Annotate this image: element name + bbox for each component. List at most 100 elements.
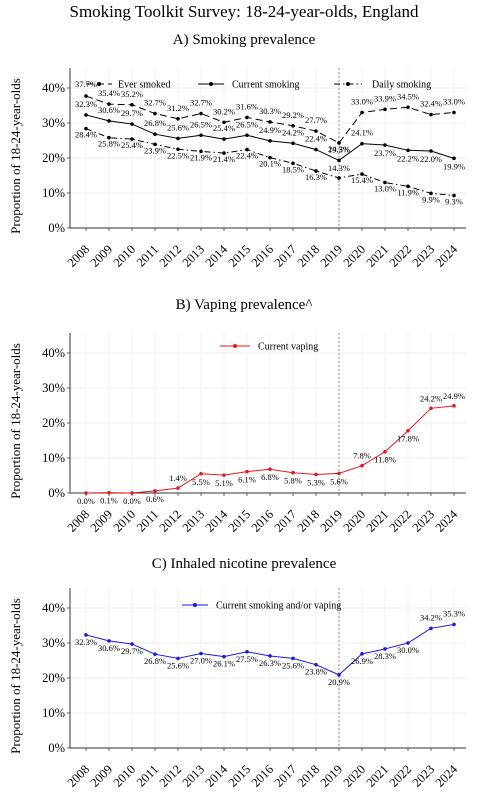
data-label: 32.4%: [420, 99, 442, 109]
data-label: 18.5%: [282, 164, 304, 174]
y-tick-label: 20%: [42, 416, 65, 430]
data-point: [360, 110, 364, 115]
data-label: 26.5%: [190, 119, 212, 129]
data-point: [245, 649, 249, 654]
x-tick-label: 2011: [134, 507, 161, 534]
data-point: [268, 120, 272, 124]
x-tick-label: 2011: [134, 242, 161, 269]
data-point: [84, 113, 88, 117]
x-tick-label: 2013: [180, 242, 208, 270]
data-label: 15.4%: [351, 175, 373, 185]
x-tick-label: 2023: [410, 762, 438, 790]
data-label: 19.3%: [328, 144, 350, 154]
data-label: 23.8%: [305, 667, 327, 677]
data-point: [268, 155, 272, 160]
y-tick-label: 40%: [42, 81, 65, 95]
x-tick-label: 2013: [180, 762, 208, 790]
data-label: 34.5%: [397, 91, 419, 101]
data-label: 33.9%: [374, 93, 396, 103]
x-tick-label: 2018: [295, 762, 323, 790]
data-label: 25.8%: [98, 139, 120, 149]
x-tick-label: 2010: [111, 242, 139, 270]
data-point: [383, 143, 387, 147]
data-point: [84, 94, 88, 98]
data-label: 24.1%: [351, 128, 373, 138]
data-point: [84, 491, 88, 495]
legend-marker: [209, 82, 213, 86]
x-tick-label: 2022: [387, 507, 415, 535]
data-label: 32.3%: [75, 99, 97, 109]
data-point: [406, 148, 410, 153]
data-label: 0.6%: [146, 494, 164, 504]
data-label: 31.2%: [167, 103, 189, 113]
data-point: [176, 147, 180, 152]
data-label: 22.5%: [167, 150, 189, 160]
data-point: [406, 641, 410, 645]
data-label: 13.0%: [374, 184, 396, 194]
x-tick-label: 2009: [88, 762, 116, 790]
x-tick-label: 2017: [272, 242, 300, 270]
series-line: [85, 128, 455, 196]
x-tick-label: 2017: [272, 762, 300, 790]
data-point: [291, 470, 295, 475]
data-label: 26.1%: [213, 659, 235, 669]
data-point: [245, 133, 249, 138]
data-label: 1.4%: [169, 473, 187, 483]
panel-title: B) Vaping prevalence^: [176, 297, 313, 313]
data-label: 6.8%: [261, 472, 279, 482]
data-point: [452, 404, 456, 408]
data-point: [130, 103, 134, 107]
data-point: [291, 656, 295, 661]
data-point: [130, 122, 134, 126]
data-label: 28.4%: [75, 130, 97, 140]
data-label: 32.7%: [144, 98, 166, 108]
data-label: 25.4%: [121, 140, 143, 150]
x-tick-label: 2011: [134, 762, 161, 789]
data-label: 25.6%: [167, 122, 189, 132]
x-tick-label: 2015: [226, 242, 254, 270]
data-point: [360, 652, 364, 656]
x-tick-label: 2012: [157, 762, 185, 790]
data-point: [314, 129, 318, 133]
data-label: 5.5%: [192, 477, 210, 487]
y-tick-label: 10%: [42, 451, 65, 465]
x-tick-label: 2013: [180, 507, 208, 535]
data-point: [314, 662, 318, 667]
legend-marker: [346, 82, 350, 86]
data-label: 25.4%: [213, 123, 235, 133]
data-label: 29.2%: [282, 110, 304, 120]
x-tick-label: 2015: [226, 507, 254, 535]
data-label: 21.9%: [190, 152, 212, 162]
x-tick-label: 2008: [65, 762, 93, 790]
data-point: [429, 406, 433, 411]
data-point: [452, 110, 456, 115]
data-point: [406, 184, 410, 189]
data-point: [199, 111, 203, 116]
data-point: [84, 126, 88, 131]
x-tick-label: 2019: [318, 242, 346, 270]
y-tick-label: 10%: [42, 186, 65, 200]
data-label: 26.5%: [236, 119, 258, 129]
data-label: 25.6%: [282, 660, 304, 670]
data-label: 26.3%: [259, 658, 281, 668]
legend-entry: Current vaping: [258, 342, 318, 353]
data-label: 16.3%: [305, 172, 327, 182]
x-tick-label: 2021: [364, 762, 392, 790]
data-point: [153, 652, 157, 656]
x-tick-label: 2008: [65, 242, 93, 270]
data-label: 22.4%: [305, 134, 327, 144]
x-tick-label: 2009: [88, 507, 116, 535]
data-label: 37.7%: [75, 79, 97, 89]
data-point: [452, 193, 456, 198]
data-point: [199, 149, 203, 154]
data-point: [383, 180, 387, 185]
data-point: [360, 463, 364, 468]
data-point: [245, 469, 249, 474]
x-tick-label: 2016: [249, 507, 277, 535]
data-label: 11.8%: [374, 455, 396, 465]
data-point: [199, 651, 203, 656]
data-label: 17.8%: [397, 434, 419, 444]
data-point: [153, 111, 157, 116]
data-label: 21.4%: [213, 154, 235, 164]
data-point: [337, 158, 341, 163]
